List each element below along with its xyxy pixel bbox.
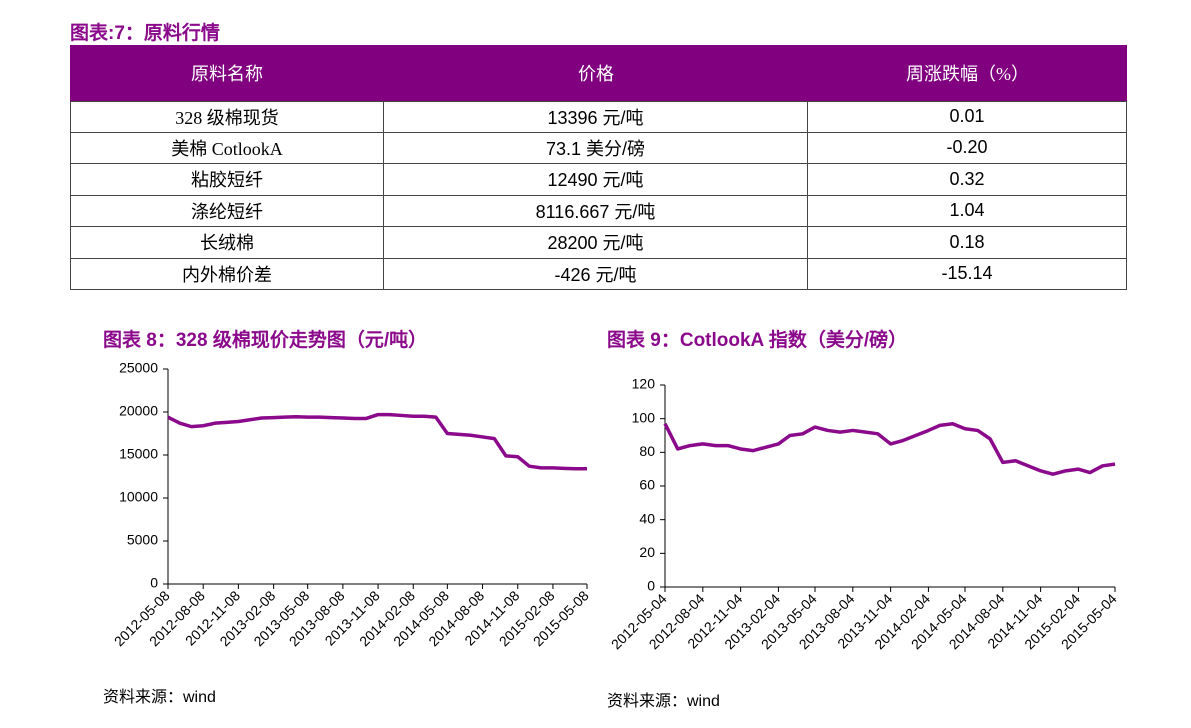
y-tick-label: 100 bbox=[632, 409, 656, 425]
y-tick-label: 60 bbox=[639, 477, 655, 493]
y-tick-label: 10000 bbox=[119, 489, 158, 505]
data-line bbox=[167, 412, 587, 471]
y-tick-label: 20000 bbox=[119, 403, 158, 419]
y-tick-label: 0 bbox=[647, 578, 655, 594]
header-cell: 原料名称 bbox=[70, 45, 384, 101]
table-title: 图表:7：原料行情 bbox=[70, 23, 220, 44]
source: 资料来源：wind bbox=[103, 688, 216, 706]
data-line bbox=[663, 421, 1116, 476]
y-tick-label: 80 bbox=[639, 443, 655, 459]
header-cell: 周涨跌幅（%） bbox=[808, 45, 1127, 101]
y-tick-label: 15000 bbox=[119, 446, 158, 462]
chart-title: 图表 9：CotlookA 指数（美分/磅） bbox=[607, 328, 907, 351]
y-tick-label: 20 bbox=[639, 544, 655, 560]
y-tick-label: 40 bbox=[639, 510, 655, 526]
y-tick-label: 5000 bbox=[127, 532, 158, 548]
source: 资料来源：wind bbox=[607, 692, 720, 710]
header-cell: 价格 bbox=[384, 45, 808, 101]
chart-title: 图表 8：328 级棉现价走势图（元/吨） bbox=[103, 328, 427, 351]
y-tick-label: 120 bbox=[632, 376, 656, 392]
y-tick-label: 0 bbox=[150, 575, 158, 591]
table-cell: -15.14 bbox=[807, 257, 1127, 290]
y-tick-label: 25000 bbox=[119, 360, 158, 376]
